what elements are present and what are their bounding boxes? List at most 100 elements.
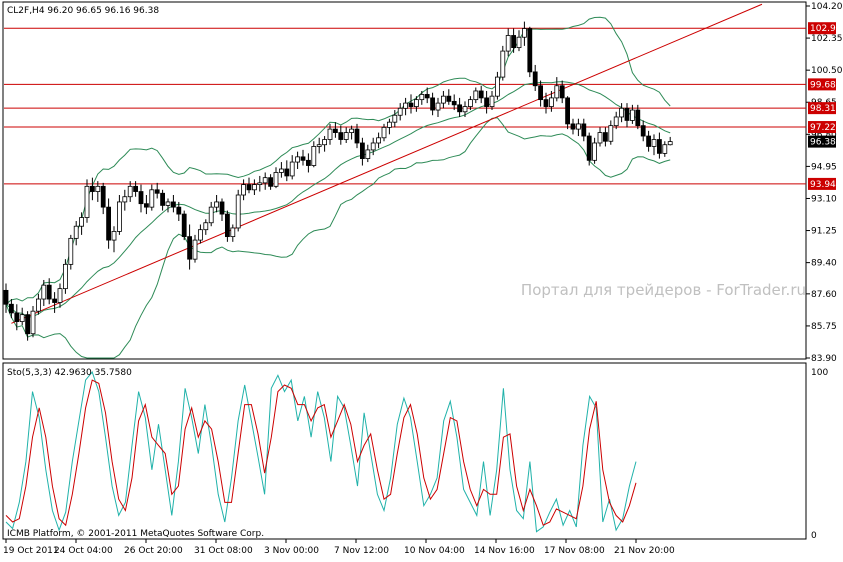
candle-body [576,123,581,130]
candle [289,155,295,180]
candle [149,184,155,211]
candle-body [149,189,155,208]
candle [365,144,371,163]
candle [57,283,63,308]
candle [478,85,484,104]
watermark-text: Портал для трейдеров - ForTrader.ru [521,281,806,299]
stoch-signal-line [5,379,637,527]
candle-body [214,201,220,208]
candle [181,210,187,241]
candle [8,299,14,319]
candle-body [646,135,651,147]
time-label: 26 Oct 20:00 [124,546,183,556]
candle-body [543,99,549,107]
candle [122,189,128,211]
candle [532,64,538,91]
candle-body [332,128,338,133]
candle-body [300,156,306,161]
candle-body [8,303,14,314]
price-tick-label: 87.60 [811,290,837,300]
candle-body [446,95,452,102]
candle-body [192,239,198,260]
candle-body [430,97,436,111]
time-label: 3 Nov 00:00 [264,546,319,556]
candle [446,89,452,105]
candle-body [451,100,457,106]
candle [133,181,139,197]
candle [511,28,517,53]
candle [100,182,106,215]
candle [14,304,20,331]
candle [295,151,301,169]
candle [219,198,225,222]
candle [165,198,171,213]
candle [359,137,365,166]
candle [316,137,322,154]
candle-body [413,99,419,107]
candle [435,97,441,117]
level-label-4: 93.94 [810,180,836,190]
candle [117,195,122,235]
candle-body [473,90,479,101]
level-label-bg [808,22,836,35]
candle-body [511,35,517,49]
candle [241,179,247,201]
level-label-bg [808,102,836,115]
price-tick-label: 83.90 [811,354,837,364]
candle-body [527,28,533,73]
candle [235,189,241,232]
candle [397,103,403,121]
candle-body [100,185,106,208]
candle-body [657,139,662,154]
candle-body [316,144,322,147]
candle [522,21,527,46]
candle [143,195,149,215]
candle [646,130,651,152]
candle [597,127,603,147]
stoch-tick-label: 0 [811,531,817,541]
candle-body [154,189,160,194]
candle [154,182,160,199]
candle [106,198,111,249]
candle-body [592,142,597,161]
candle-body [170,201,176,208]
candle [343,127,349,143]
candle [187,224,193,270]
candle-body [538,85,543,101]
candle [224,210,230,242]
candle [273,167,279,189]
candle-body [651,139,657,147]
candle-body [203,222,209,231]
candle-body [619,107,624,118]
candle [592,137,597,164]
candle [640,120,646,142]
candle [257,175,263,192]
candle [413,96,419,112]
candle-body [235,194,241,229]
candle [667,136,673,146]
candle [381,123,387,142]
candle [305,153,311,173]
bb-middle-line [5,81,671,318]
candle-body [224,213,230,238]
candle [3,283,9,313]
candle-body [667,141,673,146]
candle [278,162,284,178]
candle [462,101,468,117]
candle [170,195,176,213]
candle-body [208,206,214,224]
candle [349,125,355,140]
price-tick-label: 85.75 [811,322,837,332]
candle [208,201,214,227]
candle-body [187,236,193,260]
candle-body [68,237,74,265]
candle [635,104,641,130]
candle [284,160,290,182]
candle-body [624,107,630,121]
candle [90,177,95,201]
candle-body [36,298,41,312]
candle [581,118,587,142]
candle [570,118,576,135]
